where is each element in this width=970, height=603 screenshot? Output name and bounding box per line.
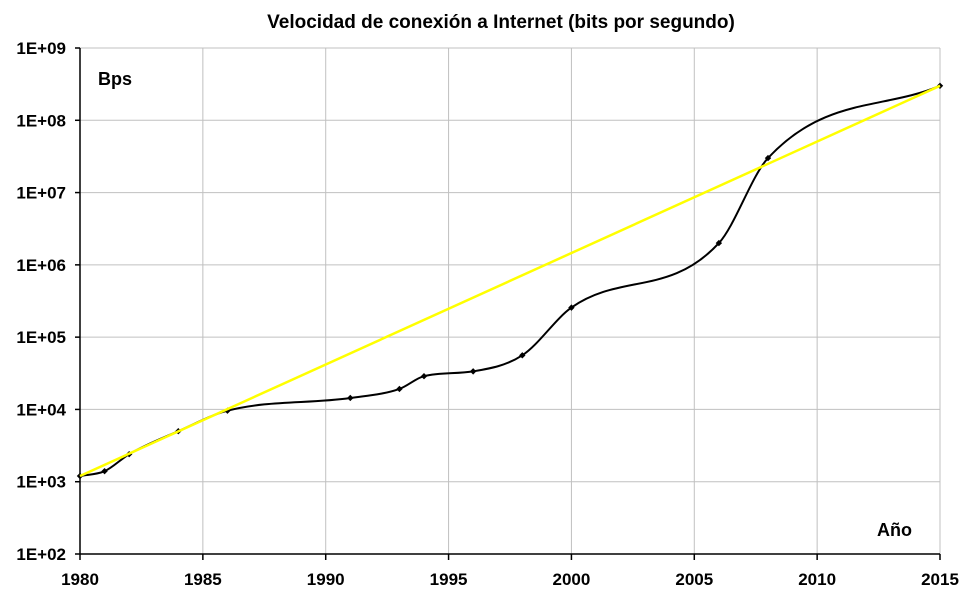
data-point [396, 385, 403, 393]
grid-lines [80, 47, 941, 554]
x-tick-label: 1980 [61, 570, 99, 589]
y-tick-label: 1E+09 [16, 39, 66, 58]
data-point [568, 304, 575, 311]
axes [75, 47, 941, 560]
trend-line [79, 84, 941, 478]
chart-title: Velocidad de conexión a Internet (bits p… [267, 12, 735, 33]
x-tick-label: 1990 [307, 570, 345, 589]
x-tick-label: 1985 [184, 570, 222, 589]
x-tick-label: 2000 [553, 570, 591, 589]
series-layer [76, 82, 944, 480]
y-tick-label: 1E+06 [16, 256, 66, 275]
x-tick-label: 2005 [675, 570, 713, 589]
x-tick-label: 2010 [798, 570, 836, 589]
data-point [715, 239, 723, 247]
data-point [420, 373, 428, 380]
y-axis-label: Bps [98, 69, 132, 89]
data-point [101, 467, 108, 475]
y-tick-label: 1E+05 [16, 328, 66, 347]
x-axis-label: Año [877, 520, 912, 540]
y-tick-label: 1E+03 [16, 473, 66, 492]
data-point [519, 352, 526, 359]
tick-labels: 1E+02 1E+03 1E+04 1E+05 1E+06 1E+07 1E+08 1E+09… [16, 39, 959, 589]
y-tick-label: 1E+04 [16, 400, 66, 419]
y-tick-label: 1E+07 [16, 184, 66, 203]
y-tick-label: 1E+08 [16, 111, 66, 130]
data-point [469, 368, 477, 375]
data-point [347, 394, 354, 402]
y-tick-label: 1E+02 [16, 545, 66, 564]
x-tick-label: 2015 [921, 570, 959, 589]
data-point [764, 154, 772, 162]
x-tick-label: 1995 [430, 570, 468, 589]
